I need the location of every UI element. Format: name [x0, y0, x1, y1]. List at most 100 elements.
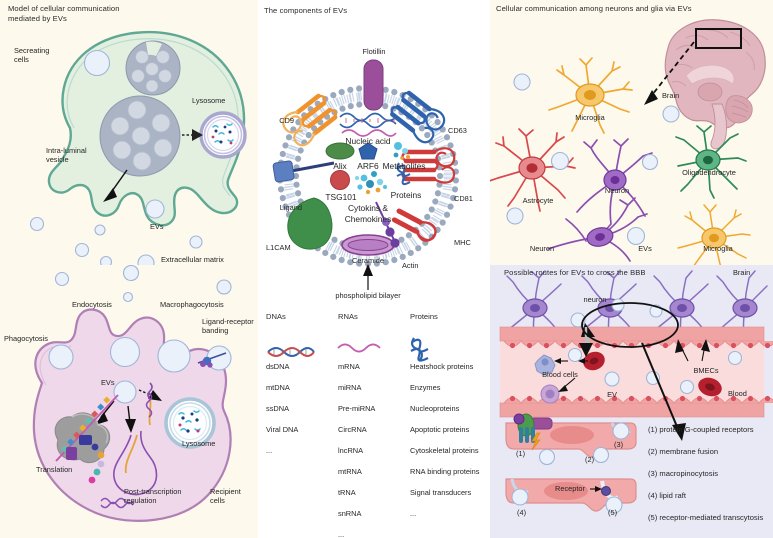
- protein-fold-icon: [410, 337, 429, 362]
- panel-ev-components: The components of EVs Flotillin CD9 CD63…: [258, 0, 490, 538]
- label-evs-panel1: EVs: [150, 222, 164, 231]
- list-item: mRNA: [338, 362, 360, 371]
- label-flotillin: Flotillin: [362, 47, 386, 56]
- label-oligodendrocyte: Oligodendrocyte: [682, 168, 736, 177]
- blood-cells-group: [534, 351, 722, 404]
- label-mhc: MHC: [454, 238, 471, 247]
- vesicle-macrophagocytosis: [157, 339, 191, 373]
- rna-regulation-loop: [113, 382, 158, 496]
- arrow-magnifier-to-inset: [641, 342, 686, 441]
- list-item: Cytoskeletal proteins: [410, 446, 479, 455]
- label-evs-panel3: EVs: [638, 244, 652, 253]
- peptide-block-2: [66, 447, 77, 460]
- actin-filament: [375, 201, 400, 248]
- ceramide-lipid: [341, 234, 395, 256]
- corpus-callosum: [685, 64, 735, 85]
- list-item: dsDNA: [266, 362, 290, 371]
- inset-endothelial-cell-2: [505, 478, 637, 514]
- tsg101-protein-icon: [330, 170, 350, 190]
- nucleic-acid-icon: [339, 112, 397, 137]
- list-header-rnas: RNAs: [338, 312, 358, 321]
- list-item: Viral DNA: [266, 425, 299, 434]
- panel3-graphic: [490, 19, 766, 265]
- label-arf6: ARF6: [357, 161, 379, 171]
- arrow-bmecs-1: [675, 339, 689, 362]
- list-item: Apoptotic proteins: [410, 425, 470, 434]
- panel1b-graphic: [32, 265, 232, 522]
- arrow-ev-into-blood: [579, 327, 593, 357]
- label-alix: Alix: [333, 161, 347, 171]
- astrocyte-cell: [490, 128, 576, 212]
- cd81-tetraspanin: [401, 147, 456, 184]
- label-extracellular-matrix: Extracellular matrix: [161, 255, 224, 264]
- label-secreting-cells: Secreating cells: [14, 46, 50, 65]
- ligand-receptor-complex-icon: [197, 352, 227, 368]
- vesicle-endocytosis: [109, 336, 141, 368]
- list-item: tRNA: [338, 488, 356, 497]
- list-item: ...: [410, 509, 417, 518]
- label-l1cam: L1CAM: [266, 243, 291, 252]
- route-legend-item: (1) protein G-coupled receptors: [648, 425, 754, 434]
- panel4-title: Possible routes for EVs to cross the BBB: [504, 268, 646, 277]
- list-item: Heatshock proteins: [410, 362, 474, 371]
- panel-bbb-routes: Possible routes for EVs to cross the BBB…: [490, 265, 773, 538]
- nascent-peptide-chain: [88, 443, 105, 484]
- label-ev-blood: EV: [607, 390, 617, 399]
- l1cam-protein: [287, 197, 333, 250]
- list-header-proteins: Proteins: [410, 312, 438, 321]
- list-item: Signal transducers: [410, 488, 472, 497]
- arrow-bmecs-2: [701, 339, 710, 362]
- neuron-somas: [522, 298, 758, 318]
- ev-internal: [113, 380, 137, 404]
- label-macrophagocytosis: Macrophagocytosis: [160, 300, 224, 309]
- route-legend-item: (5) receptor-mediated transcytosis: [648, 513, 764, 522]
- gpcr-complex: [513, 413, 553, 451]
- label-microglia-top: Microglia: [575, 113, 605, 122]
- arrow-phospholipid-bilayer: [363, 264, 373, 290]
- list-item: miRNA: [338, 383, 362, 392]
- label-blood: Blood: [728, 389, 747, 398]
- bmec-layer-top: [499, 326, 773, 349]
- panel-neuron-glia-communication: Cellular communication among neurons and…: [490, 0, 773, 265]
- peptide-block-1: [79, 435, 92, 445]
- list-item: RNA binding proteins: [410, 467, 480, 476]
- list-item: ...: [338, 530, 345, 538]
- label-bmecs: BMECs: [693, 366, 719, 375]
- list-item: CircRNA: [338, 425, 367, 434]
- brain-illustration: [664, 19, 766, 150]
- panel2-graphic: [267, 59, 460, 362]
- route-legend-item: (3) macropinocytosis: [648, 469, 719, 478]
- label-neuron-middle: Neuron: [604, 186, 630, 195]
- mvb-upper-ilvs: [131, 50, 172, 93]
- cytokines-chemokines-icon: [355, 171, 387, 195]
- route-legend-item: (2) membrane fusion: [648, 447, 719, 456]
- label-neuron-bbb: neuron: [583, 295, 607, 304]
- label-proteins-lumen: Proteins: [390, 190, 422, 200]
- lysosome-organelle: [199, 111, 247, 159]
- metabolites-icon: [393, 142, 410, 160]
- list-item: lncRNA: [338, 446, 364, 455]
- inset-endothelial-cell-1: [505, 413, 637, 466]
- panel3-title: Cellular communication among neurons and…: [496, 4, 692, 13]
- label-cd9: CD9: [279, 116, 294, 125]
- panel-ev-uptake: Endocytosis Macrophagocytosis Ligand-rec…: [0, 265, 258, 538]
- label-brain-side: Brain: [733, 268, 751, 277]
- proteins-icon: [396, 162, 411, 186]
- list-header-dnas: DNAs: [266, 312, 286, 321]
- lysosome-enzymes: [211, 125, 233, 145]
- label-route-num-4: (4): [517, 508, 527, 517]
- secreting-cell-inner-line: [66, 38, 239, 197]
- brain-region-highlight-box: [695, 28, 742, 49]
- thalamus: [697, 82, 723, 102]
- label-route-num-2: (2): [585, 455, 595, 464]
- label-phagocytosis: Phagocytosis: [4, 334, 48, 343]
- oligodendrocyte-cell: [675, 125, 747, 199]
- label-ligand-receptor-banding: Ligand-receptor banding: [202, 317, 254, 336]
- panel1-graphic: [29, 30, 247, 265]
- label-intraluminal-vesicle: Intra-luminal vesicle: [46, 146, 87, 165]
- label-endocytosis: Endocytosis: [72, 300, 112, 309]
- label-cd63: CD63: [448, 126, 467, 135]
- label-phospholipid-bilayer: phospholipid bilayer: [335, 291, 401, 300]
- panel2-title: The components of EVs: [264, 6, 348, 15]
